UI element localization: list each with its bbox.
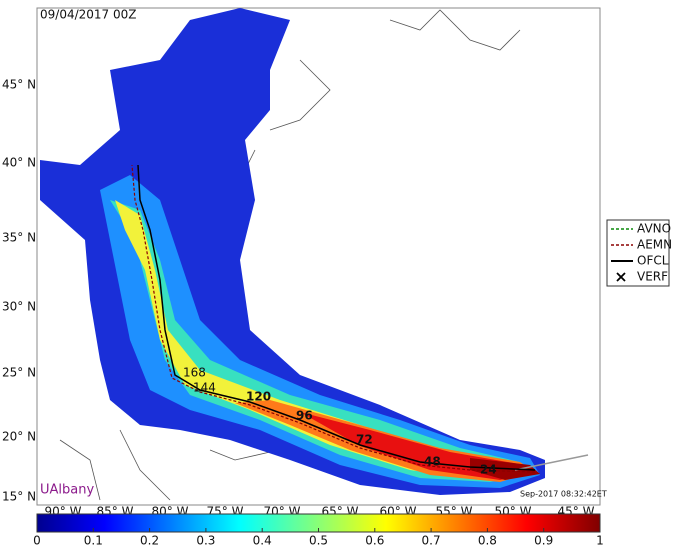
lat-label: 30° N	[2, 300, 36, 314]
forecast-hour: 72	[356, 433, 373, 447]
colorbar-tick-label: 0	[33, 534, 41, 548]
lat-label: 25° N	[2, 366, 36, 380]
colorbar-tick-label: 1	[596, 534, 604, 548]
legend-entry: VERF	[637, 270, 668, 284]
colorbar-tick-label: 0.7	[422, 534, 441, 548]
legend-entry: OFCL	[637, 254, 669, 268]
forecast-hour: 144	[193, 381, 216, 395]
colorbar-ticks: 0 0.1 0.2 0.3 0.4 0.5 0.6 0.7 0.8 0.9 1	[33, 528, 604, 548]
colorbar-tick-label: 0.6	[365, 534, 384, 548]
colorbar-tick-label: 0.4	[253, 534, 272, 548]
colorbar-tick-label: 0.3	[196, 534, 215, 548]
forecast-hour: 168	[183, 366, 206, 380]
forecast-hour: 24	[480, 463, 497, 477]
forecast-hour-labels: 168 144 120 96 72 48 24	[183, 366, 497, 477]
legend-entry: AVNO	[637, 222, 671, 236]
legend-box	[606, 219, 670, 287]
lat-label: 20° N	[2, 430, 36, 444]
colorbar-tick-label: 0.8	[478, 534, 497, 548]
forecast-hour: 120	[246, 390, 271, 404]
colorbar-tick-label: 0.2	[140, 534, 159, 548]
credit: UAlbany	[40, 483, 94, 498]
colorbar-tick-label: 0.9	[534, 534, 553, 548]
forecast-hour: 96	[296, 409, 313, 423]
legend-swatch	[616, 272, 626, 282]
verf-track	[514, 454, 589, 471]
latitude-labels: 45° N 40° N 35° N 30° N 25° N 20° N 15° …	[2, 78, 36, 504]
colorbar-tick-label: 0.1	[84, 534, 103, 548]
legend-entry: AEMN	[637, 238, 672, 252]
lat-label: 40° N	[2, 156, 36, 170]
aemn-track	[131, 164, 536, 473]
lat-label: 15° N	[2, 490, 36, 504]
timestamp: Sep-2017 08:32:42ET	[520, 490, 607, 499]
lat-label: 45° N	[2, 78, 36, 92]
ofcl-track	[137, 164, 536, 471]
legend: AVNO AEMN OFCL VERF	[606, 219, 672, 287]
probability-swath	[40, 8, 545, 495]
forecast-hour: 48	[424, 455, 441, 469]
lat-label: 35° N	[2, 231, 36, 245]
map-title: 09/04/2017 00Z	[40, 8, 136, 22]
colorbar-tick-label: 0.5	[309, 534, 328, 548]
